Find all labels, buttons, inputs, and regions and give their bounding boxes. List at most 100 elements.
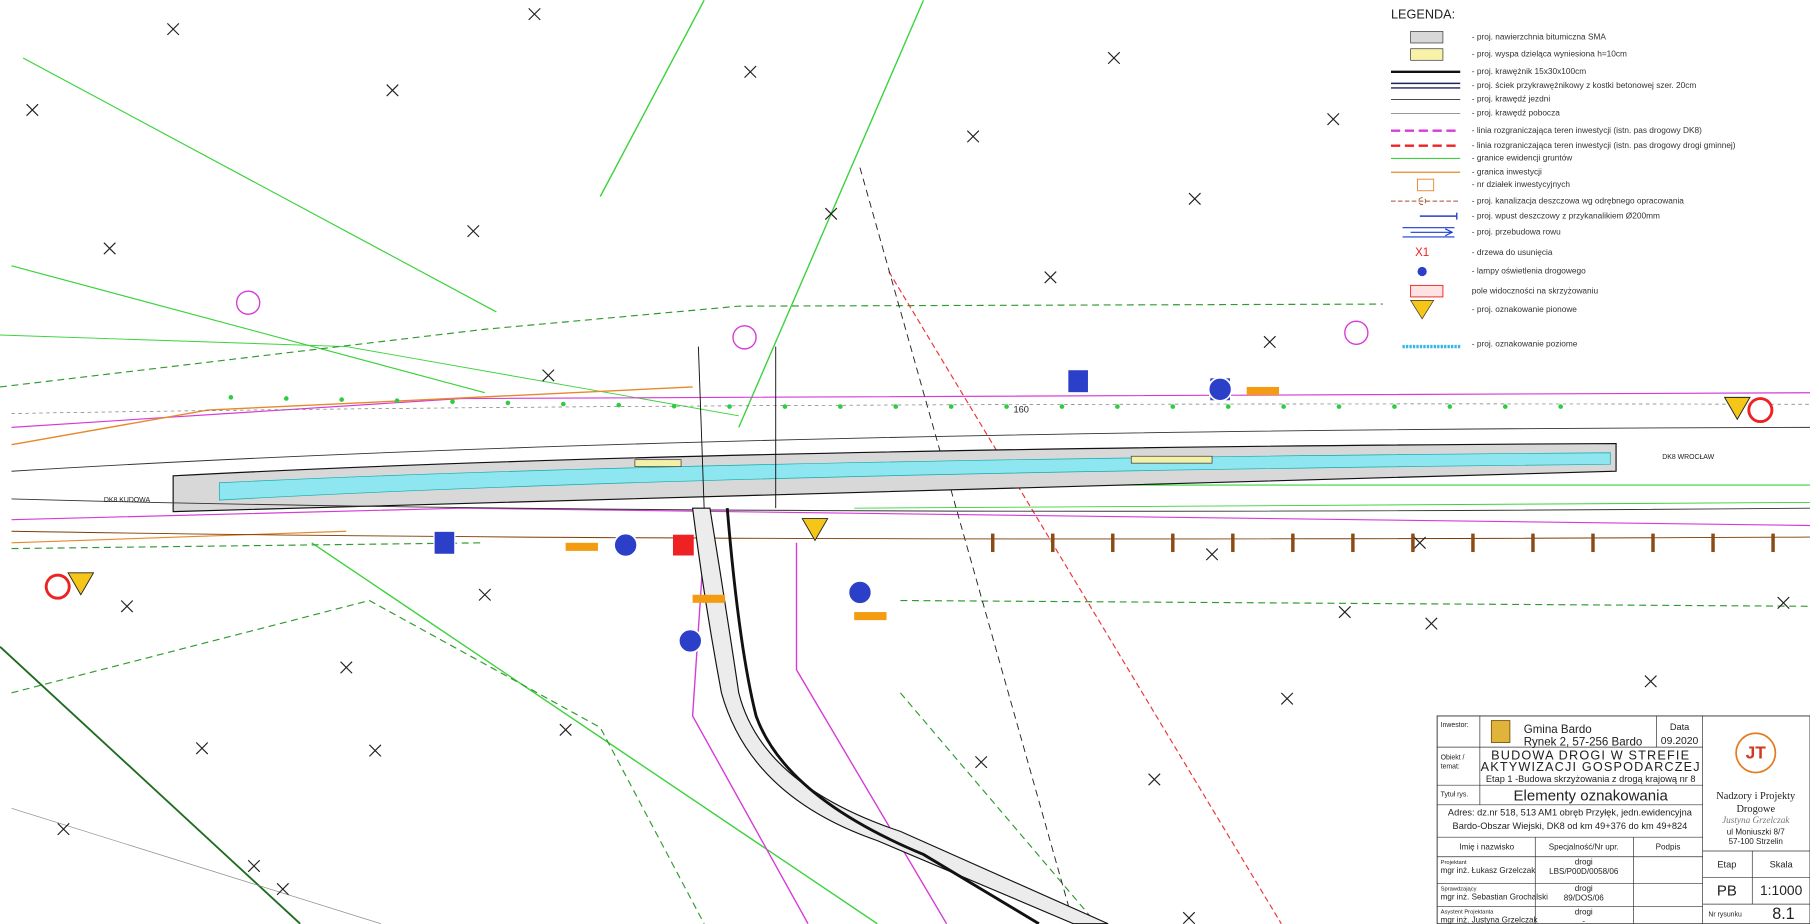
person-specialty: drogi xyxy=(1575,858,1593,867)
company-name: Nadzory i Projekty xyxy=(1716,791,1796,802)
legend-item: - granica inwestycji xyxy=(1472,166,1542,176)
legend-item: - proj. kanalizacja deszczowa wg odrębne… xyxy=(1472,195,1685,205)
drawing-no: 8.1 xyxy=(1772,905,1794,923)
person-specialty: drogi xyxy=(1575,907,1593,916)
legend-item: - granice ewidencji gruntów xyxy=(1472,153,1574,163)
header-name: Imię i nazwisko xyxy=(1459,843,1514,852)
drawing-sheet: DK8 WROCŁAWDK8 KUDOWA160 LEGENDA: - proj… xyxy=(0,0,1810,924)
person-license: 89/DOS/06 xyxy=(1564,893,1604,902)
address-line: Adres: dz.nr 518, 513 AM1 obręb Przyłęk,… xyxy=(1448,807,1693,817)
header-signature: Podpis xyxy=(1656,843,1681,852)
person-name: mgr inż. Sebastian Grochalski xyxy=(1441,892,1549,901)
sign-order xyxy=(848,581,871,604)
legend-item: - proj. krawężnik 15x30x100cm xyxy=(1472,66,1586,76)
legend-item: - linia rozgraniczająca teren inwestycji… xyxy=(1472,125,1702,135)
legend-item: - linia rozgraniczająca teren inwestycji… xyxy=(1472,140,1736,150)
lamp-dot xyxy=(949,404,954,409)
lamp-dot xyxy=(1558,404,1563,409)
drawing-title-label: Tytuł rys. xyxy=(1441,791,1469,798)
legend-symbol xyxy=(1418,267,1427,276)
company-name: Drogowe xyxy=(1736,804,1775,815)
arrow-marking xyxy=(1247,387,1279,395)
lamp-dot xyxy=(838,404,843,409)
legend-symbol-label: X1 xyxy=(1415,247,1429,259)
legend-item: - drzewa do usunięcia xyxy=(1472,247,1553,257)
lamp-dot xyxy=(893,404,898,409)
lamp-dot xyxy=(727,404,732,409)
legend: LEGENDA: - proj. nawierzchnia bitumiczna… xyxy=(1383,0,1810,352)
arrow-marking xyxy=(693,595,725,603)
lamp-dot xyxy=(339,397,344,402)
object-line: AKTYWIZACJI GOSPODARCZEJ xyxy=(1481,760,1701,774)
legend-item: - proj. oznakowanie pionowe xyxy=(1472,304,1578,314)
lamp-dot xyxy=(1281,404,1286,409)
sign-order xyxy=(1209,378,1232,401)
company-address: 57-100 Strzelin xyxy=(1729,837,1783,846)
lamp-dot xyxy=(1115,404,1120,409)
stage-label: Etap xyxy=(1717,859,1736,869)
date: 09.2020 xyxy=(1661,736,1699,747)
sign-prohibition xyxy=(1749,399,1772,422)
drawing-no-label: Nr rysunku xyxy=(1708,911,1742,918)
stage: PB xyxy=(1717,882,1737,899)
legend-item: - proj. nawierzchnia bitumiczna SMA xyxy=(1472,31,1607,41)
object-label: temat: xyxy=(1441,764,1460,771)
sign-order xyxy=(679,629,702,652)
lamp-dot xyxy=(395,398,400,403)
legend-item: - proj. ściek przykrawężnikowy z kostki … xyxy=(1472,80,1697,90)
sign-order xyxy=(614,534,637,557)
lamp-dot xyxy=(1392,404,1397,409)
lamp-dot xyxy=(1503,404,1508,409)
lamp-dot xyxy=(1226,404,1231,409)
sign-info xyxy=(434,531,455,554)
legend-item: - proj. krawędź pobocza xyxy=(1472,108,1560,118)
chainage-label: 160 xyxy=(1014,404,1029,414)
lamp-dot xyxy=(1170,404,1175,409)
drawing-title: Elementy oznakowania xyxy=(1514,788,1669,805)
company-address: ul Moniuszki 8/7 xyxy=(1727,828,1785,837)
lamp-dot xyxy=(783,404,788,409)
investor-crest xyxy=(1491,721,1509,743)
legend-item: - proj. wpust deszczowy z przykanalikiem… xyxy=(1472,210,1660,220)
legend-item: pole widoczności na skrzyżowaniu xyxy=(1472,285,1599,295)
legend-item: - proj. oznakowanie poziome xyxy=(1472,338,1578,348)
arrow-marking xyxy=(854,612,886,620)
scale: 1:1000 xyxy=(1760,882,1803,898)
legend-symbol xyxy=(1411,31,1443,43)
lamp-dot xyxy=(1337,404,1342,409)
lamp-dot xyxy=(616,403,621,408)
lamp-dot xyxy=(229,395,234,400)
traffic-island xyxy=(635,460,681,467)
legend-title: LEGENDA: xyxy=(1391,8,1455,22)
lamp-dot xyxy=(506,401,511,406)
person-license: - xyxy=(1582,917,1585,924)
title-block: Inwestor: Gmina Bardo Rynek 2, 57-256 Ba… xyxy=(1437,716,1810,924)
lamp-dot xyxy=(450,399,455,404)
person-name: mgr inż. Justyna Grzelczak xyxy=(1441,915,1539,924)
investor-label: Inwestor: xyxy=(1441,722,1469,729)
object-line: Etap 1 -Budowa skrzyżowania z drogą kraj… xyxy=(1486,774,1696,784)
legend-item: - nr działek inwestycyjnych xyxy=(1472,179,1571,189)
legend-item: - proj. wyspa dzieląca wyniesiona h=10cm xyxy=(1472,49,1627,59)
lamp-dot xyxy=(672,404,677,409)
legend-symbol xyxy=(1411,285,1443,297)
investor-address: Rynek 2, 57-256 Bardo xyxy=(1524,737,1643,749)
lamp-dot xyxy=(1004,404,1009,409)
company-logo: JT xyxy=(1746,743,1767,763)
header-specialty: Specjalność/Nr upr. xyxy=(1549,843,1619,852)
arrow-marking xyxy=(566,543,598,551)
road-label: DK8 WROCŁAW xyxy=(1662,454,1714,461)
traffic-island xyxy=(1131,456,1212,463)
scale-label: Skala xyxy=(1770,859,1794,869)
lamp-dot xyxy=(284,396,289,401)
object-label: Obiekt / xyxy=(1441,754,1465,761)
person-name: mgr inż. Łukasz Grzelczak xyxy=(1441,866,1537,875)
lamp-dot xyxy=(561,402,566,407)
legend-item: - proj. krawędź jezdni xyxy=(1472,94,1551,104)
company-owner: Justyna Grzelczak xyxy=(1722,815,1790,825)
lamp-dot xyxy=(1060,404,1065,409)
investor-name: Gmina Bardo xyxy=(1524,724,1592,736)
lamp-dot xyxy=(1448,404,1453,409)
legend-item: - lampy oświetlenia drogowego xyxy=(1472,266,1586,276)
sign-info xyxy=(1068,370,1089,393)
